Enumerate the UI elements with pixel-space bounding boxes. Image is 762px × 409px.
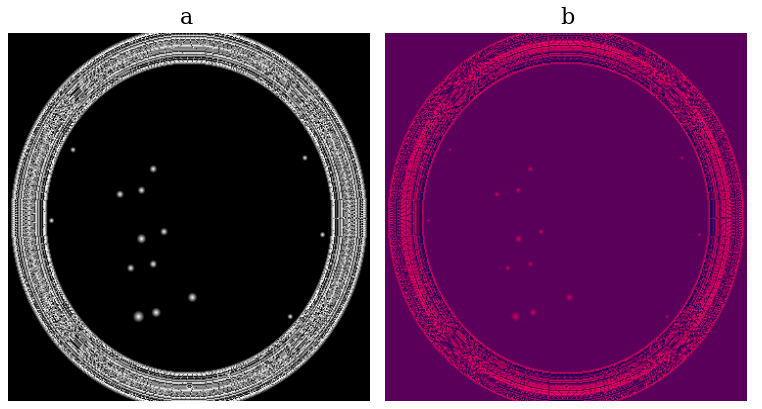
Text: b: b [561, 7, 575, 29]
Text: a: a [180, 7, 194, 29]
